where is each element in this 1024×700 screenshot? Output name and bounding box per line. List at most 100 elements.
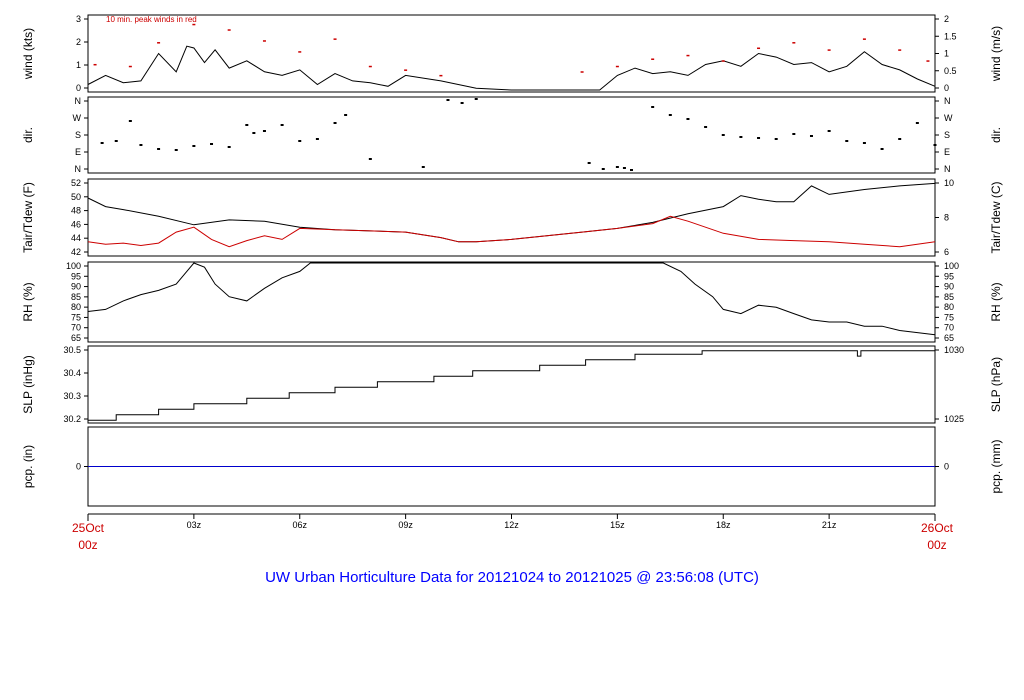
left-axis-label: wind (kts) bbox=[21, 28, 35, 80]
data-point bbox=[245, 124, 249, 126]
data-point bbox=[252, 132, 256, 134]
left-axis-label: dir. bbox=[21, 127, 35, 143]
x-tick-label: 18z bbox=[716, 520, 731, 530]
x-tick-label: 12z bbox=[504, 520, 519, 530]
panel-frame-2 bbox=[87, 96, 936, 174]
right-tick-label: N bbox=[944, 96, 951, 106]
x-tick-label: 06z bbox=[292, 520, 307, 530]
left-tick-label: 0 bbox=[76, 462, 81, 472]
peak-wind-marker bbox=[651, 58, 655, 60]
panel-frame-1 bbox=[87, 14, 936, 93]
left-axis-label: Tair/Tdew (F) bbox=[21, 182, 35, 253]
left-tick-label: 95 bbox=[71, 271, 81, 281]
left-axis-label: SLP (inHg) bbox=[21, 355, 35, 413]
left-tick-label: N bbox=[75, 96, 82, 106]
left-tick-label: 30.4 bbox=[63, 368, 81, 378]
data-point bbox=[368, 158, 372, 160]
data-point bbox=[774, 138, 778, 140]
x-end-time: 00z bbox=[927, 538, 946, 552]
left-tick-label: 90 bbox=[71, 282, 81, 292]
right-tick-label: 1025 bbox=[944, 414, 964, 424]
data-point bbox=[704, 126, 708, 128]
x-tick-label: 21z bbox=[822, 520, 837, 530]
peak-wind-marker bbox=[368, 65, 372, 68]
right-tick-label: 70 bbox=[944, 323, 954, 333]
data-point bbox=[721, 134, 725, 136]
left-axis-label: RH (%) bbox=[21, 282, 35, 321]
left-tick-label: 50 bbox=[71, 192, 81, 202]
left-tick-label: 100 bbox=[66, 261, 81, 271]
right-tick-label: 85 bbox=[944, 292, 954, 302]
data-point bbox=[792, 133, 796, 135]
right-tick-label: 1030 bbox=[944, 345, 964, 355]
left-tick-label: 48 bbox=[71, 206, 81, 216]
peak-wind-marker bbox=[93, 63, 97, 66]
data-point bbox=[622, 167, 626, 169]
panel-frame-3 bbox=[87, 178, 936, 257]
right-tick-label: 75 bbox=[944, 312, 954, 322]
right-tick-label: 80 bbox=[944, 302, 954, 312]
peak-wind-marker bbox=[439, 74, 443, 77]
data-point bbox=[227, 146, 231, 148]
chart-title: UW Urban Horticulture Data for 20121024 … bbox=[265, 569, 759, 586]
peak-wind-marker bbox=[757, 47, 761, 50]
right-tick-label: E bbox=[944, 147, 950, 157]
data-point bbox=[587, 162, 591, 164]
data-point bbox=[668, 114, 672, 116]
peak-wind-marker bbox=[227, 29, 231, 31]
left-tick-label: 52 bbox=[71, 178, 81, 188]
x-tick-label: 09z bbox=[398, 520, 413, 530]
data-point bbox=[686, 118, 690, 120]
series-line-1-black bbox=[87, 45, 936, 91]
series-line-5-black bbox=[88, 350, 935, 421]
left-tick-label: 44 bbox=[71, 233, 81, 243]
peak-wind-marker bbox=[792, 42, 796, 44]
data-point bbox=[809, 135, 813, 137]
wind-annotation: 10 min. peak winds in red bbox=[106, 15, 197, 24]
right-tick-label: 0 bbox=[944, 83, 949, 93]
peak-wind-marker bbox=[157, 42, 161, 44]
data-point bbox=[192, 145, 196, 147]
panel-frame-4 bbox=[87, 261, 936, 343]
peak-wind-marker bbox=[192, 23, 196, 26]
data-point bbox=[100, 142, 104, 144]
peak-wind-marker bbox=[615, 65, 619, 68]
left-tick-label: 3 bbox=[76, 14, 81, 24]
left-tick-label: 85 bbox=[71, 292, 81, 302]
data-point bbox=[157, 148, 161, 150]
peak-wind-marker bbox=[827, 49, 831, 51]
peak-wind-marker bbox=[128, 65, 132, 68]
x-end-date: 26Oct bbox=[921, 521, 954, 535]
data-point bbox=[739, 136, 743, 138]
right-tick-label: 1.5 bbox=[944, 31, 957, 41]
data-point bbox=[757, 137, 761, 139]
data-point bbox=[474, 98, 478, 100]
data-point bbox=[344, 114, 348, 116]
data-point bbox=[280, 124, 284, 126]
right-tick-label: 90 bbox=[944, 282, 954, 292]
peak-wind-marker bbox=[926, 60, 930, 62]
right-tick-label: 1 bbox=[944, 49, 949, 59]
right-tick-label: 65 bbox=[944, 333, 954, 343]
right-tick-label: 100 bbox=[944, 261, 959, 271]
series-line-3-black bbox=[87, 182, 936, 243]
right-axis-label: pcp. (mm) bbox=[989, 439, 1003, 493]
left-tick-label: 70 bbox=[71, 323, 81, 333]
data-point bbox=[298, 140, 302, 142]
left-tick-label: 30.3 bbox=[63, 391, 81, 401]
x-tick-label: 03z bbox=[187, 520, 202, 530]
right-tick-label: 2 bbox=[944, 14, 949, 24]
peak-wind-marker bbox=[404, 69, 408, 71]
right-tick-label: 0 bbox=[944, 462, 949, 472]
data-point bbox=[315, 138, 319, 140]
left-tick-label: 75 bbox=[71, 312, 81, 322]
left-tick-label: S bbox=[75, 130, 81, 140]
peak-wind-marker bbox=[898, 49, 902, 51]
left-tick-label: 80 bbox=[71, 302, 81, 312]
data-point bbox=[139, 144, 143, 146]
data-point bbox=[601, 168, 605, 170]
data-point bbox=[898, 138, 902, 140]
peak-wind-marker bbox=[580, 71, 584, 73]
right-axis-label: dir. bbox=[989, 127, 1003, 143]
